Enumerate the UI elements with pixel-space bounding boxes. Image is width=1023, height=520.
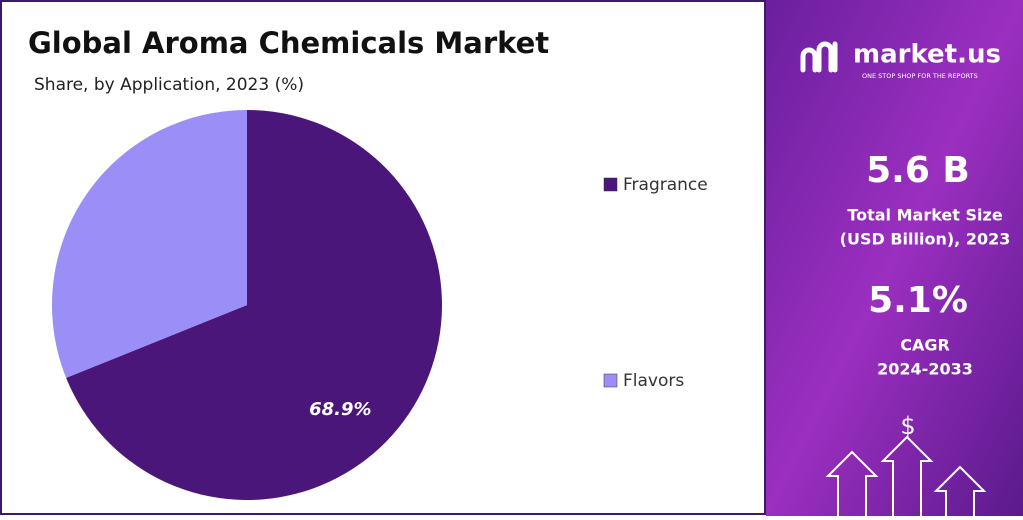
logo: market.us ONE STOP SHOP FOR THE REPORTS — [800, 40, 1001, 80]
data-label: 68.9% — [309, 399, 371, 420]
arrows: $ — [825, 412, 987, 516]
logo-icon — [800, 41, 838, 73]
stat-label: Total Market Size — [847, 206, 1002, 225]
stat-value: 5.1% — [868, 280, 968, 321]
pie-slice — [51, 110, 248, 378]
stat-value: 5.6 B — [866, 150, 970, 191]
svg-text:$: $ — [900, 412, 915, 440]
pie-slice — [66, 110, 442, 500]
side-panel — [766, 0, 1023, 516]
brand: market.us — [853, 40, 1001, 70]
stat-label: CAGR — [900, 336, 950, 355]
chart-subtitle: Share, by Application, 2023 (%) — [34, 75, 304, 95]
legend-label: Flavors — [623, 371, 684, 391]
chart-title: Global Aroma Chemicals Market — [28, 26, 549, 60]
stat-label: (USD Billion), 2023 — [840, 230, 1011, 249]
legend-swatch — [603, 373, 618, 388]
tagline: ONE STOP SHOP FOR THE REPORTS — [862, 72, 978, 80]
stat-label: 2024-2033 — [877, 360, 973, 379]
legend-swatch — [603, 177, 618, 192]
legend-label: Fragrance — [623, 175, 708, 195]
